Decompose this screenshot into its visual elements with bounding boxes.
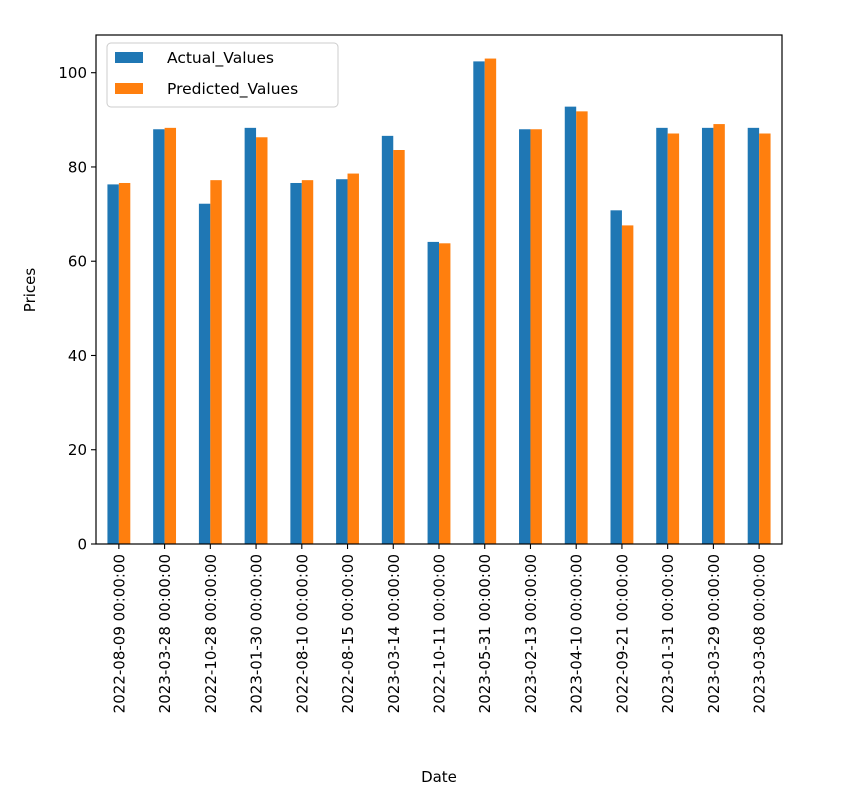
bar-predicted-12 — [667, 133, 680, 544]
legend-label-actual: Actual_Values — [167, 49, 274, 68]
x-tick-label-10: 2023-04-10 00:00:00 — [568, 554, 586, 713]
legend-swatch-predicted — [115, 83, 143, 94]
bar-actual-4 — [290, 182, 302, 545]
x-tick-label-11: 2022-09-21 00:00:00 — [613, 554, 631, 713]
bars-layer — [107, 58, 771, 545]
x-axis-label: Date — [421, 768, 457, 786]
bar-actual-13 — [701, 127, 714, 544]
legend-label-predicted: Predicted_Values — [167, 80, 298, 99]
legend: Actual_Values Predicted_Values — [106, 42, 339, 108]
bar-predicted-8 — [484, 58, 497, 545]
bar-actual-8 — [473, 61, 485, 544]
x-tick-label-6: 2023-03-14 00:00:00 — [385, 554, 403, 713]
bar-predicted-0 — [118, 182, 131, 545]
x-tick-label-13: 2023-03-29 00:00:00 — [705, 554, 723, 713]
bar-predicted-3 — [256, 137, 268, 544]
bar-actual-0 — [107, 184, 119, 544]
bar-predicted-1 — [164, 127, 177, 544]
bar-predicted-2 — [210, 180, 222, 544]
x-tick-label-9: 2023-02-13 00:00:00 — [522, 554, 540, 713]
bar-actual-3 — [244, 127, 257, 544]
x-tick-label-5: 2022-08-15 00:00:00 — [339, 554, 357, 713]
bar-predicted-9 — [530, 129, 542, 544]
y-tick-label-5: 100 — [58, 64, 87, 82]
x-tick-label-2: 2022-10-28 00:00:00 — [202, 554, 220, 713]
y-tick-label-3: 60 — [68, 253, 87, 271]
bar-predicted-5 — [347, 173, 359, 544]
bar-predicted-6 — [393, 150, 405, 544]
x-tick-label-7: 2022-10-11 00:00:00 — [431, 554, 449, 713]
bar-actual-11 — [610, 210, 622, 544]
y-axis-label: Prices — [21, 268, 39, 313]
bar-actual-12 — [656, 127, 668, 544]
bar-actual-7 — [427, 241, 439, 544]
y-tick-label-1: 20 — [68, 441, 87, 459]
bar-actual-10 — [564, 106, 577, 544]
bar-actual-9 — [519, 129, 531, 544]
y-tick-label-0: 0 — [77, 536, 87, 554]
x-tick-label-8: 2023-05-31 00:00:00 — [476, 554, 494, 713]
bar-actual-5 — [336, 179, 348, 544]
x-tick-label-1: 2023-03-28 00:00:00 — [156, 554, 174, 713]
bar-predicted-10 — [576, 111, 588, 544]
bar-actual-1 — [153, 129, 165, 544]
x-tick-label-12: 2023-01-31 00:00:00 — [659, 554, 677, 713]
legend-box — [106, 42, 339, 108]
bar-actual-14 — [747, 127, 760, 544]
y-tick-label-2: 40 — [68, 347, 87, 365]
bar-predicted-7 — [439, 243, 451, 544]
bar-actual-2 — [198, 203, 211, 544]
bar-predicted-14 — [759, 133, 771, 544]
x-axis: 2022-08-09 00:00:00 2023-03-28 00:00:00 20… — [110, 544, 769, 713]
bar-predicted-4 — [301, 180, 314, 544]
y-axis: 0 20 40 60 80 100 — [58, 64, 96, 554]
x-tick-label-14: 2023-03-08 00:00:00 — [751, 554, 769, 713]
legend-swatch-actual — [115, 52, 143, 63]
x-tick-label-3: 2023-01-30 00:00:00 — [248, 554, 266, 713]
x-tick-label-4: 2022-08-10 00:00:00 — [293, 554, 311, 713]
y-tick-label-4: 80 — [68, 158, 87, 176]
bar-predicted-13 — [713, 124, 725, 544]
bar-predicted-11 — [621, 225, 634, 544]
x-tick-label-0: 2022-08-09 00:00:00 — [110, 554, 128, 713]
bar-actual-6 — [381, 135, 394, 545]
